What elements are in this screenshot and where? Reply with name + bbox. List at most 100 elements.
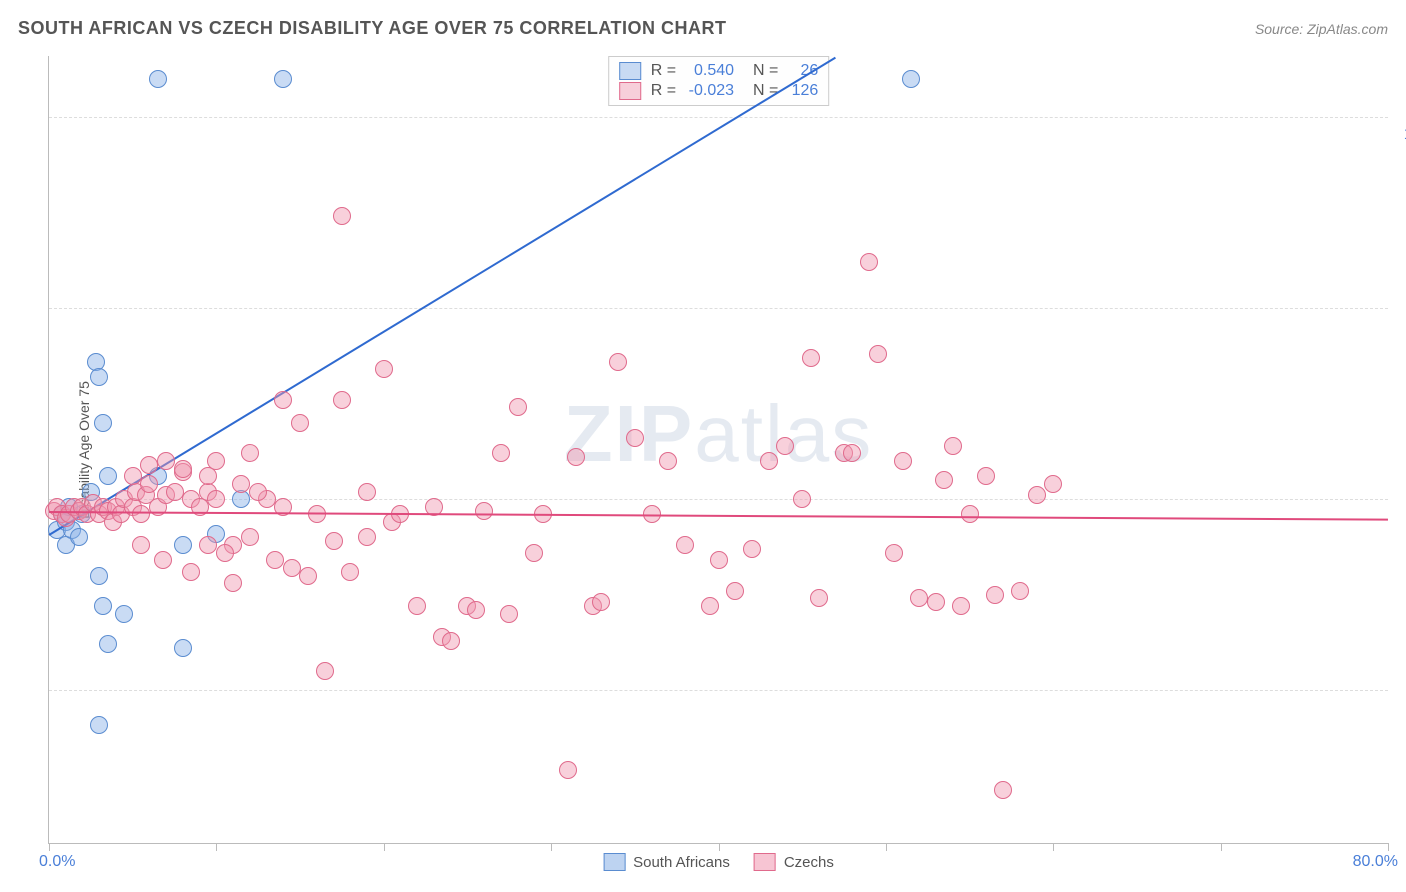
data-point <box>559 761 577 779</box>
data-point <box>232 475 250 493</box>
data-point <box>341 563 359 581</box>
data-point <box>1028 486 1046 504</box>
data-point <box>961 505 979 523</box>
stat-r-value: -0.023 <box>682 82 734 100</box>
data-point <box>90 567 108 585</box>
data-point <box>140 475 158 493</box>
data-point <box>90 716 108 734</box>
data-point <box>467 601 485 619</box>
trendline <box>49 511 1388 521</box>
data-point <box>986 586 1004 604</box>
data-point <box>375 360 393 378</box>
data-point <box>199 536 217 554</box>
chart-title: SOUTH AFRICAN VS CZECH DISABILITY AGE OV… <box>18 18 727 39</box>
data-point <box>977 467 995 485</box>
x-tick <box>719 843 720 851</box>
data-point <box>626 429 644 447</box>
data-point <box>291 414 309 432</box>
data-point <box>174 639 192 657</box>
data-point <box>442 632 460 650</box>
data-point <box>743 540 761 558</box>
data-point <box>333 391 351 409</box>
data-point <box>944 437 962 455</box>
bottom-legend: South AfricansCzechs <box>603 853 834 871</box>
data-point <box>149 70 167 88</box>
data-point <box>299 567 317 585</box>
data-point <box>249 483 267 501</box>
legend-swatch <box>619 62 641 80</box>
data-point <box>174 460 192 478</box>
data-point <box>154 551 172 569</box>
data-point <box>90 368 108 386</box>
data-point <box>810 589 828 607</box>
gridline <box>49 117 1388 118</box>
data-point <box>140 456 158 474</box>
data-point <box>266 551 284 569</box>
watermark: ZIPatlas <box>564 388 873 480</box>
data-point <box>592 593 610 611</box>
data-point <box>94 414 112 432</box>
data-point <box>910 589 928 607</box>
x-tick <box>49 843 50 851</box>
data-point <box>927 593 945 611</box>
data-point <box>157 452 175 470</box>
x-tick <box>1053 843 1054 851</box>
data-point <box>174 536 192 554</box>
data-point <box>115 605 133 623</box>
data-point <box>676 536 694 554</box>
data-point <box>99 467 117 485</box>
data-point <box>70 528 88 546</box>
data-point <box>500 605 518 623</box>
data-point <box>793 490 811 508</box>
data-point <box>1044 475 1062 493</box>
watermark-light: atlas <box>694 389 873 478</box>
data-point <box>701 597 719 615</box>
data-point <box>935 471 953 489</box>
data-point <box>952 597 970 615</box>
data-point <box>609 353 627 371</box>
data-point <box>166 483 184 501</box>
data-point <box>726 582 744 600</box>
data-point <box>207 490 225 508</box>
data-point <box>132 536 150 554</box>
stats-row: R =0.540 N =26 <box>619 61 819 81</box>
data-point <box>475 502 493 520</box>
source-label: Source: ZipAtlas.com <box>1255 21 1388 37</box>
data-point <box>869 345 887 363</box>
data-point <box>216 544 234 562</box>
legend-item: South Africans <box>603 853 730 871</box>
data-point <box>894 452 912 470</box>
data-point <box>99 635 117 653</box>
data-point <box>358 483 376 501</box>
legend-label: South Africans <box>633 854 730 871</box>
x-axis-label-max: 80.0% <box>1353 853 1398 871</box>
data-point <box>182 563 200 581</box>
data-point <box>333 207 351 225</box>
x-tick <box>551 843 552 851</box>
scatter-chart: Disability Age Over 75 ZIPatlas R =0.540… <box>48 56 1388 844</box>
gridline <box>49 308 1388 309</box>
data-point <box>132 505 150 523</box>
stat-n-label: N = <box>744 62 778 80</box>
header: SOUTH AFRICAN VS CZECH DISABILITY AGE OV… <box>18 18 1388 39</box>
data-point <box>1011 582 1029 600</box>
data-point <box>902 70 920 88</box>
stat-r-value: 0.540 <box>682 62 734 80</box>
data-point <box>124 467 142 485</box>
data-point <box>207 452 225 470</box>
data-point <box>241 528 259 546</box>
data-point <box>860 253 878 271</box>
legend-swatch <box>619 82 641 100</box>
data-point <box>492 444 510 462</box>
data-point <box>325 532 343 550</box>
data-point <box>776 437 794 455</box>
data-point <box>710 551 728 569</box>
x-tick <box>1221 843 1222 851</box>
data-point <box>316 662 334 680</box>
data-point <box>567 448 585 466</box>
stat-r-label: R = <box>651 82 676 100</box>
data-point <box>358 528 376 546</box>
data-point <box>525 544 543 562</box>
data-point <box>199 467 217 485</box>
stat-n-label: N = <box>744 82 778 100</box>
